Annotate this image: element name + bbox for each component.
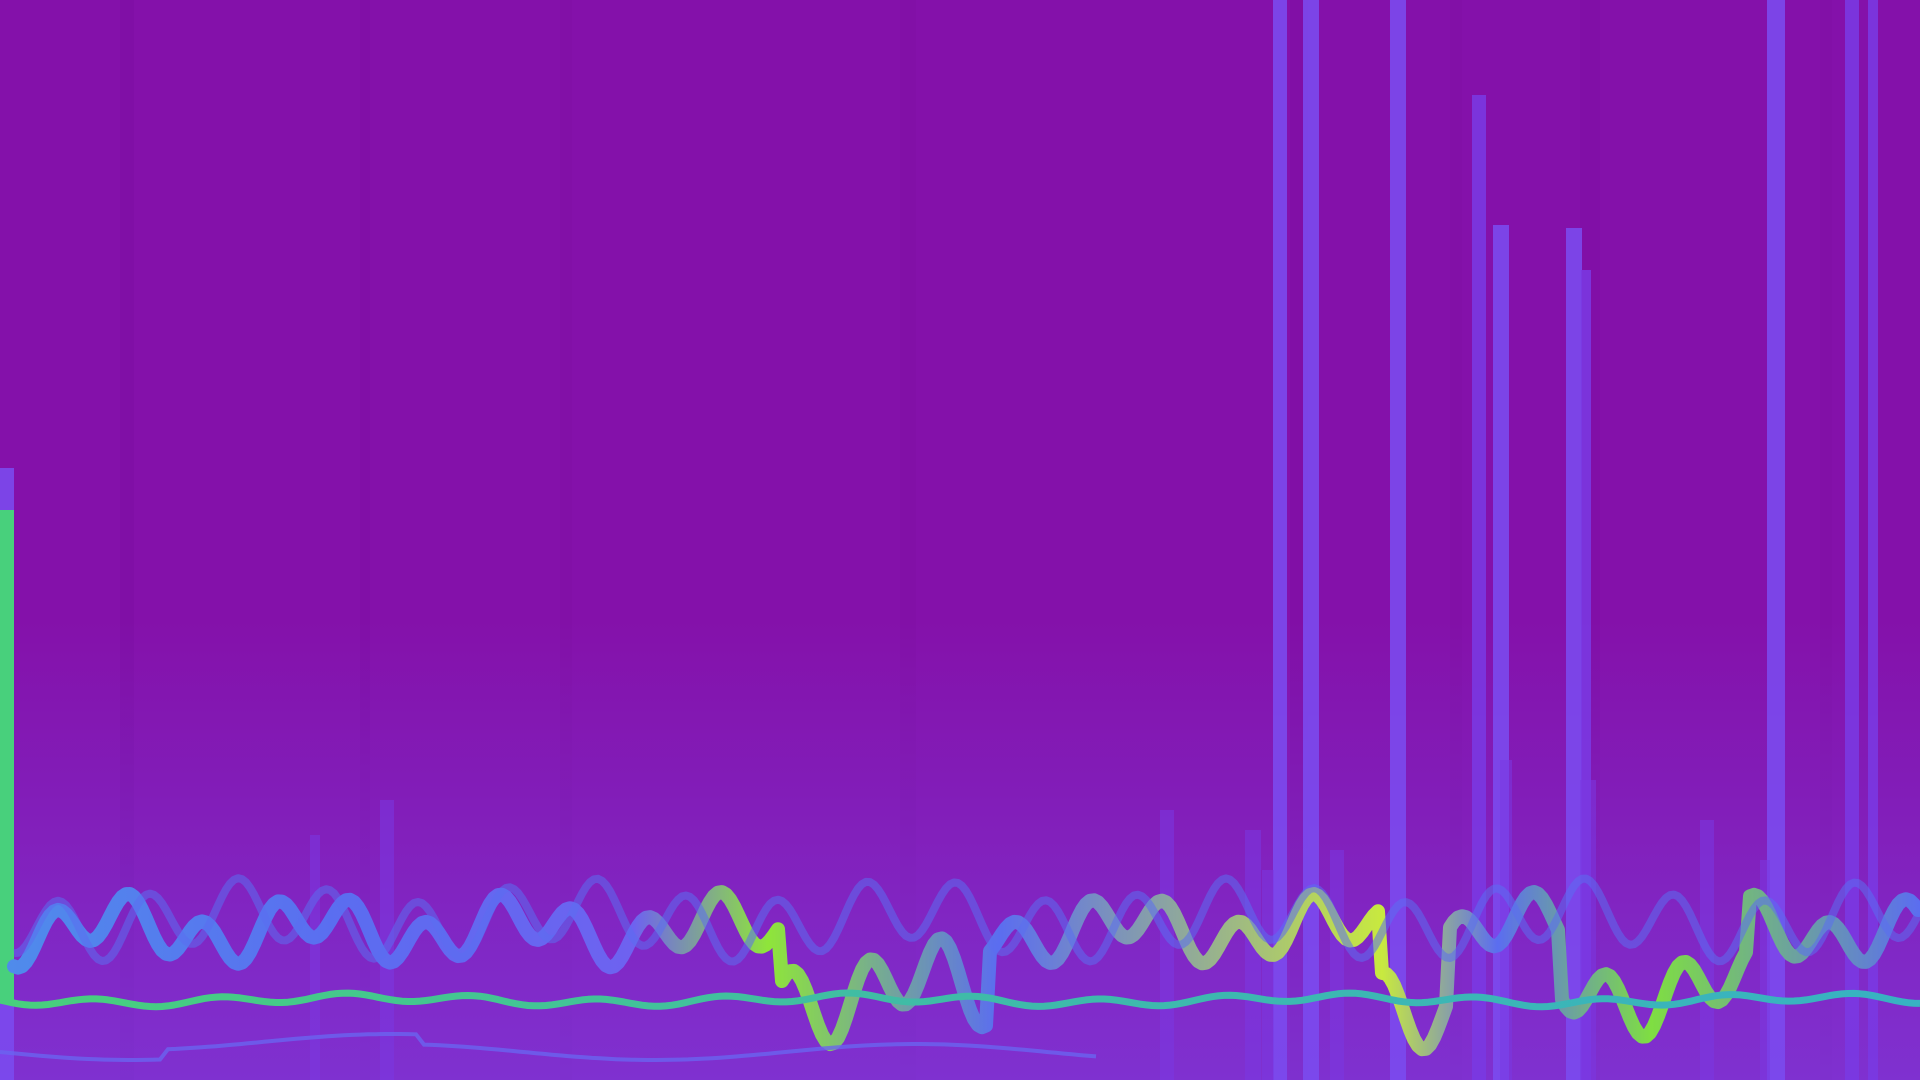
overlay-waveform bbox=[13, 874, 1920, 966]
spike-bar bbox=[1845, 0, 1859, 1080]
waveform-layer bbox=[0, 874, 1920, 1062]
spike-bar bbox=[310, 835, 320, 1080]
spike-bar bbox=[1303, 0, 1319, 1080]
spike-bar bbox=[1273, 0, 1287, 1080]
spike-bar bbox=[1245, 830, 1261, 1080]
spike-bar bbox=[1160, 810, 1174, 1080]
spike-bar bbox=[1472, 95, 1486, 1080]
spike-bar bbox=[1760, 860, 1770, 1080]
spike-bar bbox=[1868, 0, 1878, 1080]
spike-bar bbox=[1330, 850, 1344, 1080]
spike-bar bbox=[1767, 0, 1785, 1080]
spike-bar bbox=[1566, 228, 1582, 1080]
spike-bar bbox=[1262, 870, 1274, 1080]
spike-bar bbox=[0, 510, 14, 1000]
spike-bar bbox=[1581, 270, 1591, 1080]
spike-bar bbox=[1390, 0, 1406, 1080]
faint-column bbox=[360, 0, 370, 1080]
green-trace bbox=[0, 989, 1920, 1011]
spike-bar bbox=[1580, 780, 1596, 1080]
low-trace bbox=[0, 1032, 1097, 1062]
